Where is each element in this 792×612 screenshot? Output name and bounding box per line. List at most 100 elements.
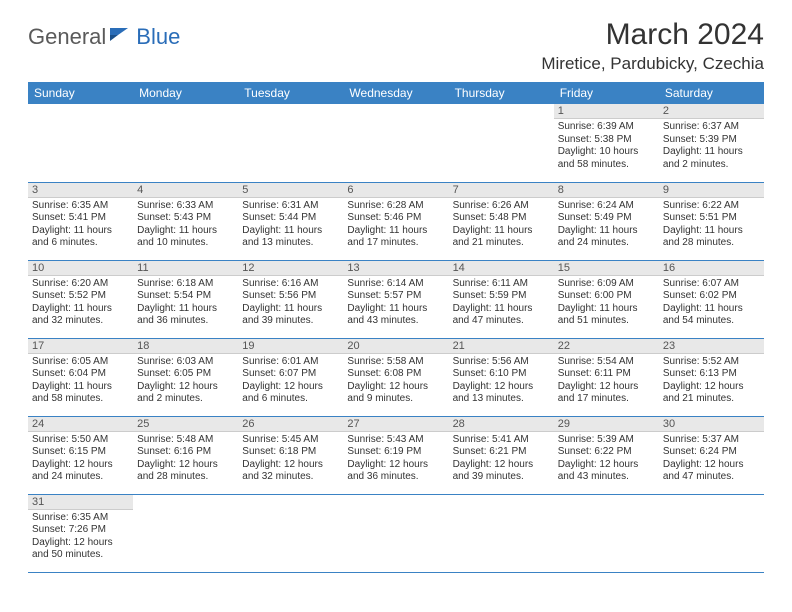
calendar-cell: 26Sunrise: 5:45 AMSunset: 6:18 PMDayligh…: [238, 416, 343, 494]
sunrise-line: Sunrise: 6:33 AM: [137, 200, 234, 213]
sunset-line: Sunset: 6:19 PM: [347, 446, 444, 459]
day-details: Sunrise: 5:41 AMSunset: 6:21 PMDaylight:…: [449, 432, 554, 486]
sunrise-line: Sunrise: 6:20 AM: [32, 278, 129, 291]
calendar-cell: [238, 494, 343, 572]
day-number: 5: [238, 183, 343, 198]
sunrise-line: Sunrise: 5:50 AM: [32, 434, 129, 447]
sunset-line: Sunset: 6:04 PM: [32, 368, 129, 381]
daylight-line: Daylight: 11 hours and 47 minutes.: [453, 303, 550, 328]
location-subtitle: Miretice, Pardubicky, Czechia: [541, 54, 764, 74]
day-number: 3: [28, 183, 133, 198]
weekday-header: Tuesday: [238, 82, 343, 104]
calendar-cell: 27Sunrise: 5:43 AMSunset: 6:19 PMDayligh…: [343, 416, 448, 494]
sunrise-line: Sunrise: 6:26 AM: [453, 200, 550, 213]
day-number: 7: [449, 183, 554, 198]
day-number: 17: [28, 339, 133, 354]
day-number: 29: [554, 417, 659, 432]
day-details: Sunrise: 6:35 AMSunset: 5:41 PMDaylight:…: [28, 198, 133, 252]
day-details: Sunrise: 6:07 AMSunset: 6:02 PMDaylight:…: [659, 276, 764, 330]
day-number: 20: [343, 339, 448, 354]
daylight-line: Daylight: 11 hours and 58 minutes.: [32, 381, 129, 406]
day-number: 9: [659, 183, 764, 198]
calendar-table: SundayMondayTuesdayWednesdayThursdayFrid…: [28, 82, 764, 573]
sunrise-line: Sunrise: 6:39 AM: [558, 121, 655, 134]
day-details: Sunrise: 5:52 AMSunset: 6:13 PMDaylight:…: [659, 354, 764, 408]
daylight-line: Daylight: 11 hours and 32 minutes.: [32, 303, 129, 328]
page-title: March 2024: [541, 18, 764, 52]
weekday-header: Saturday: [659, 82, 764, 104]
calendar-cell: 2Sunrise: 6:37 AMSunset: 5:39 PMDaylight…: [659, 104, 764, 182]
day-details: Sunrise: 6:20 AMSunset: 5:52 PMDaylight:…: [28, 276, 133, 330]
calendar-cell: [659, 494, 764, 572]
calendar-cell: 23Sunrise: 5:52 AMSunset: 6:13 PMDayligh…: [659, 338, 764, 416]
brand-logo: General Blue: [28, 18, 180, 50]
sunrise-line: Sunrise: 5:39 AM: [558, 434, 655, 447]
sunset-line: Sunset: 6:07 PM: [242, 368, 339, 381]
sunrise-line: Sunrise: 5:52 AM: [663, 356, 760, 369]
sunset-line: Sunset: 5:48 PM: [453, 212, 550, 225]
sunset-line: Sunset: 6:00 PM: [558, 290, 655, 303]
sunrise-line: Sunrise: 5:45 AM: [242, 434, 339, 447]
sunrise-line: Sunrise: 5:56 AM: [453, 356, 550, 369]
title-block: March 2024 Miretice, Pardubicky, Czechia: [541, 18, 764, 74]
day-details: Sunrise: 6:37 AMSunset: 5:39 PMDaylight:…: [659, 119, 764, 173]
day-details: Sunrise: 6:18 AMSunset: 5:54 PMDaylight:…: [133, 276, 238, 330]
sunset-line: Sunset: 5:56 PM: [242, 290, 339, 303]
daylight-line: Daylight: 12 hours and 47 minutes.: [663, 459, 760, 484]
sunset-line: Sunset: 5:44 PM: [242, 212, 339, 225]
calendar-cell: [343, 494, 448, 572]
sunset-line: Sunset: 6:16 PM: [137, 446, 234, 459]
calendar-cell: [449, 494, 554, 572]
sunset-line: Sunset: 6:08 PM: [347, 368, 444, 381]
calendar-cell: 9Sunrise: 6:22 AMSunset: 5:51 PMDaylight…: [659, 182, 764, 260]
sunrise-line: Sunrise: 5:54 AM: [558, 356, 655, 369]
calendar-cell: 7Sunrise: 6:26 AMSunset: 5:48 PMDaylight…: [449, 182, 554, 260]
day-number: 6: [343, 183, 448, 198]
daylight-line: Daylight: 11 hours and 36 minutes.: [137, 303, 234, 328]
calendar-cell: [133, 104, 238, 182]
day-number: 16: [659, 261, 764, 276]
daylight-line: Daylight: 12 hours and 36 minutes.: [347, 459, 444, 484]
daylight-line: Daylight: 12 hours and 21 minutes.: [663, 381, 760, 406]
weekday-header: Friday: [554, 82, 659, 104]
daylight-line: Daylight: 12 hours and 17 minutes.: [558, 381, 655, 406]
day-number: 4: [133, 183, 238, 198]
sunset-line: Sunset: 6:15 PM: [32, 446, 129, 459]
day-number: 31: [28, 495, 133, 510]
day-number: 19: [238, 339, 343, 354]
day-details: Sunrise: 5:50 AMSunset: 6:15 PMDaylight:…: [28, 432, 133, 486]
day-number: 26: [238, 417, 343, 432]
day-number: 23: [659, 339, 764, 354]
day-details: Sunrise: 5:39 AMSunset: 6:22 PMDaylight:…: [554, 432, 659, 486]
sunrise-line: Sunrise: 6:18 AM: [137, 278, 234, 291]
daylight-line: Daylight: 11 hours and 10 minutes.: [137, 225, 234, 250]
day-number: 21: [449, 339, 554, 354]
day-number: 1: [554, 104, 659, 119]
calendar-cell: 8Sunrise: 6:24 AMSunset: 5:49 PMDaylight…: [554, 182, 659, 260]
day-details: Sunrise: 6:03 AMSunset: 6:05 PMDaylight:…: [133, 354, 238, 408]
day-number: 22: [554, 339, 659, 354]
brand-part1: General: [28, 24, 106, 50]
weekday-header: Monday: [133, 82, 238, 104]
day-details: Sunrise: 6:33 AMSunset: 5:43 PMDaylight:…: [133, 198, 238, 252]
weekday-header: Thursday: [449, 82, 554, 104]
daylight-line: Daylight: 11 hours and 51 minutes.: [558, 303, 655, 328]
sunrise-line: Sunrise: 5:58 AM: [347, 356, 444, 369]
calendar-cell: 4Sunrise: 6:33 AMSunset: 5:43 PMDaylight…: [133, 182, 238, 260]
daylight-line: Daylight: 11 hours and 13 minutes.: [242, 225, 339, 250]
sunrise-line: Sunrise: 6:09 AM: [558, 278, 655, 291]
calendar-cell: 19Sunrise: 6:01 AMSunset: 6:07 PMDayligh…: [238, 338, 343, 416]
daylight-line: Daylight: 12 hours and 32 minutes.: [242, 459, 339, 484]
day-details: Sunrise: 6:24 AMSunset: 5:49 PMDaylight:…: [554, 198, 659, 252]
sunrise-line: Sunrise: 6:31 AM: [242, 200, 339, 213]
daylight-line: Daylight: 12 hours and 28 minutes.: [137, 459, 234, 484]
day-number: 27: [343, 417, 448, 432]
calendar-cell: 1Sunrise: 6:39 AMSunset: 5:38 PMDaylight…: [554, 104, 659, 182]
sunset-line: Sunset: 5:59 PM: [453, 290, 550, 303]
calendar-cell: [343, 104, 448, 182]
calendar-cell: 29Sunrise: 5:39 AMSunset: 6:22 PMDayligh…: [554, 416, 659, 494]
day-details: Sunrise: 6:16 AMSunset: 5:56 PMDaylight:…: [238, 276, 343, 330]
calendar-body: 1Sunrise: 6:39 AMSunset: 5:38 PMDaylight…: [28, 104, 764, 572]
sunrise-line: Sunrise: 6:37 AM: [663, 121, 760, 134]
sunset-line: Sunset: 5:41 PM: [32, 212, 129, 225]
